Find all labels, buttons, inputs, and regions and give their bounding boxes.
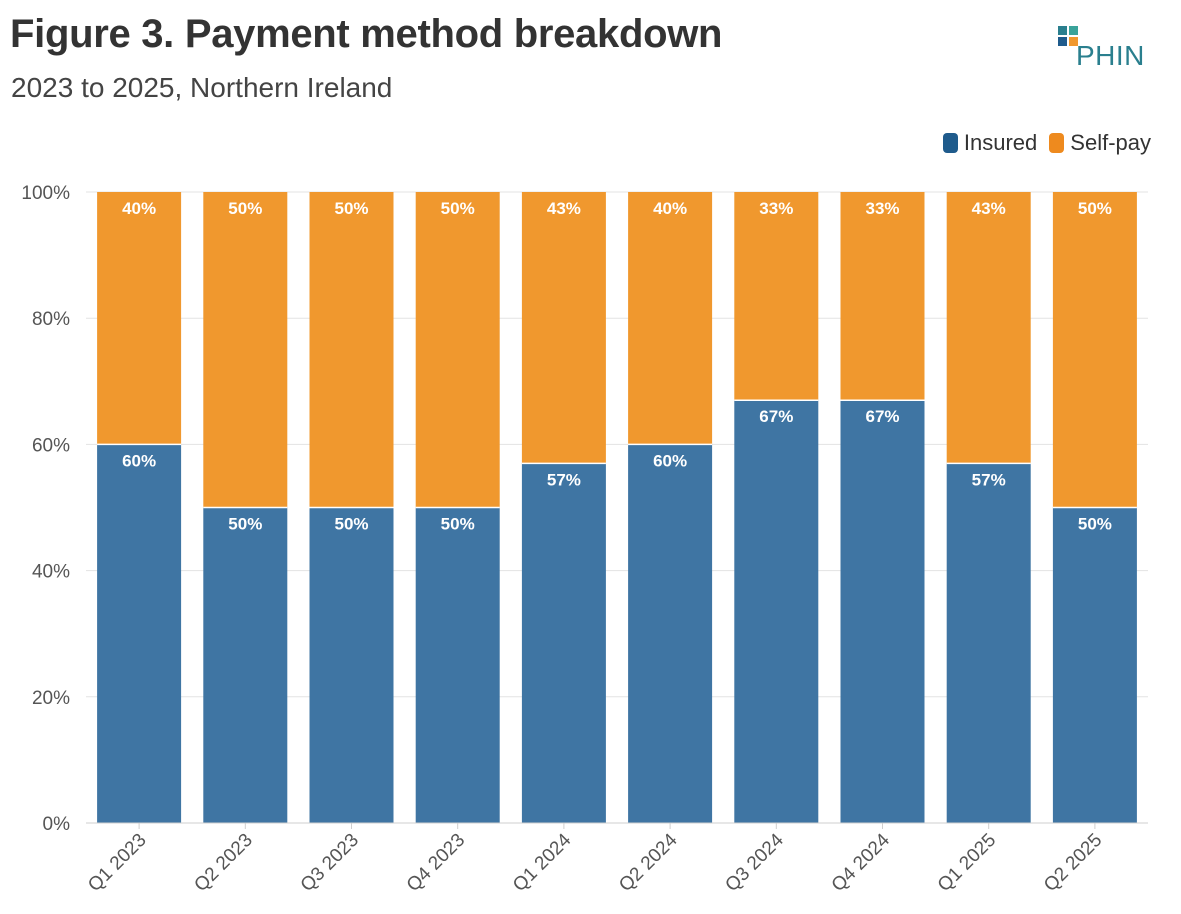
chart-subtitle: 2023 to 2025, Northern Ireland [11,72,393,103]
y-tick-label: 0% [43,814,71,835]
x-tick-label: Q2 2025 [1040,830,1106,896]
legend-swatch-selfpay [1049,133,1065,153]
data-label-self-pay: 50% [228,199,262,218]
data-label-self-pay: 43% [972,199,1006,218]
x-tick-label: Q3 2024 [721,829,788,896]
x-tick-label: Q4 2023 [403,830,469,896]
legend-item-selfpay: Self-pay [1049,130,1151,156]
y-tick-label: 80% [32,309,70,330]
data-label-insured: 57% [547,470,581,489]
y-tick-label: 40% [32,562,70,583]
x-tick-label: Q1 2023 [84,830,150,896]
x-tick-label: Q1 2024 [509,829,576,896]
y-tick-label: 60% [32,435,70,456]
x-tick-label: Q1 2025 [934,830,1000,896]
bar-insured-q1-2025 [946,463,1031,823]
bar-self-pay-q4-2024 [840,192,925,401]
y-axis: 0% 20% 40% 60% 80% 100% [21,183,70,835]
data-label-insured: 50% [441,515,475,534]
x-tick-label: Q3 2023 [297,830,363,896]
data-label-self-pay: 50% [441,199,475,218]
x-tick-label: Q2 2024 [615,829,682,896]
bar-insured-q1-2023 [97,444,182,823]
data-label-insured: 67% [759,407,793,426]
phin-logo-icon [1058,26,1078,46]
data-label-insured: 67% [865,407,899,426]
x-tick-label: Q4 2024 [828,829,895,896]
data-label-self-pay: 33% [865,199,899,218]
bar-insured-q1-2024 [521,463,606,823]
bar-self-pay-q2-2024 [628,192,713,445]
data-label-insured: 50% [334,515,368,534]
bar-insured-q2-2025 [1052,507,1137,823]
bars [97,192,1137,823]
bar-insured-q2-2024 [628,444,713,823]
bar-self-pay-q2-2025 [1052,192,1137,508]
legend-item-insured: Insured [942,130,1038,156]
chart-title: Figure 3. Payment method breakdown [10,12,723,56]
bar-insured-q4-2023 [415,507,500,823]
data-label-insured: 60% [122,451,156,470]
brand-name: PHIN [1076,40,1145,71]
chart-legend: Insured Self-pay [942,130,1151,156]
x-axis: Q1 2023 Q2 2023 Q3 2023 Q4 2023 Q1 2024 Q2 20… [84,822,1148,896]
data-label-self-pay: 50% [1078,199,1112,218]
y-tick-label: 20% [32,688,70,709]
data-label-self-pay: 40% [122,199,156,218]
x-tick-label: Q2 2023 [190,830,256,896]
bar-self-pay-q4-2023 [415,192,500,508]
bar-labels: 60% 40% 50% 50% 50% 50% 50% 50% 57% 43% 60% 40% 67% 3… [122,199,1112,534]
bar-insured-q3-2023 [309,507,394,823]
bar-self-pay-q1-2023 [97,192,182,445]
data-label-insured: 57% [972,470,1006,489]
data-label-insured: 50% [228,515,262,534]
bar-insured-q2-2023 [203,507,288,823]
data-label-self-pay: 40% [653,199,687,218]
data-label-self-pay: 50% [334,199,368,218]
bar-self-pay-q1-2025 [946,192,1031,464]
data-label-insured: 50% [1078,515,1112,534]
legend-label-insured: Insured [963,130,1038,155]
bar-self-pay-q2-2023 [203,192,288,508]
bar-insured-q4-2024 [840,400,925,823]
bar-insured-q3-2024 [734,400,819,823]
data-label-self-pay: 33% [759,199,793,218]
legend-swatch-insured [942,133,958,153]
legend-label-selfpay: Self-pay [1070,130,1151,155]
bar-self-pay-q1-2024 [521,192,606,464]
bar-self-pay-q3-2024 [734,192,819,401]
y-tick-label: 100% [21,183,70,204]
data-label-insured: 60% [653,451,687,470]
bar-self-pay-q3-2023 [309,192,394,508]
data-label-self-pay: 43% [547,199,581,218]
